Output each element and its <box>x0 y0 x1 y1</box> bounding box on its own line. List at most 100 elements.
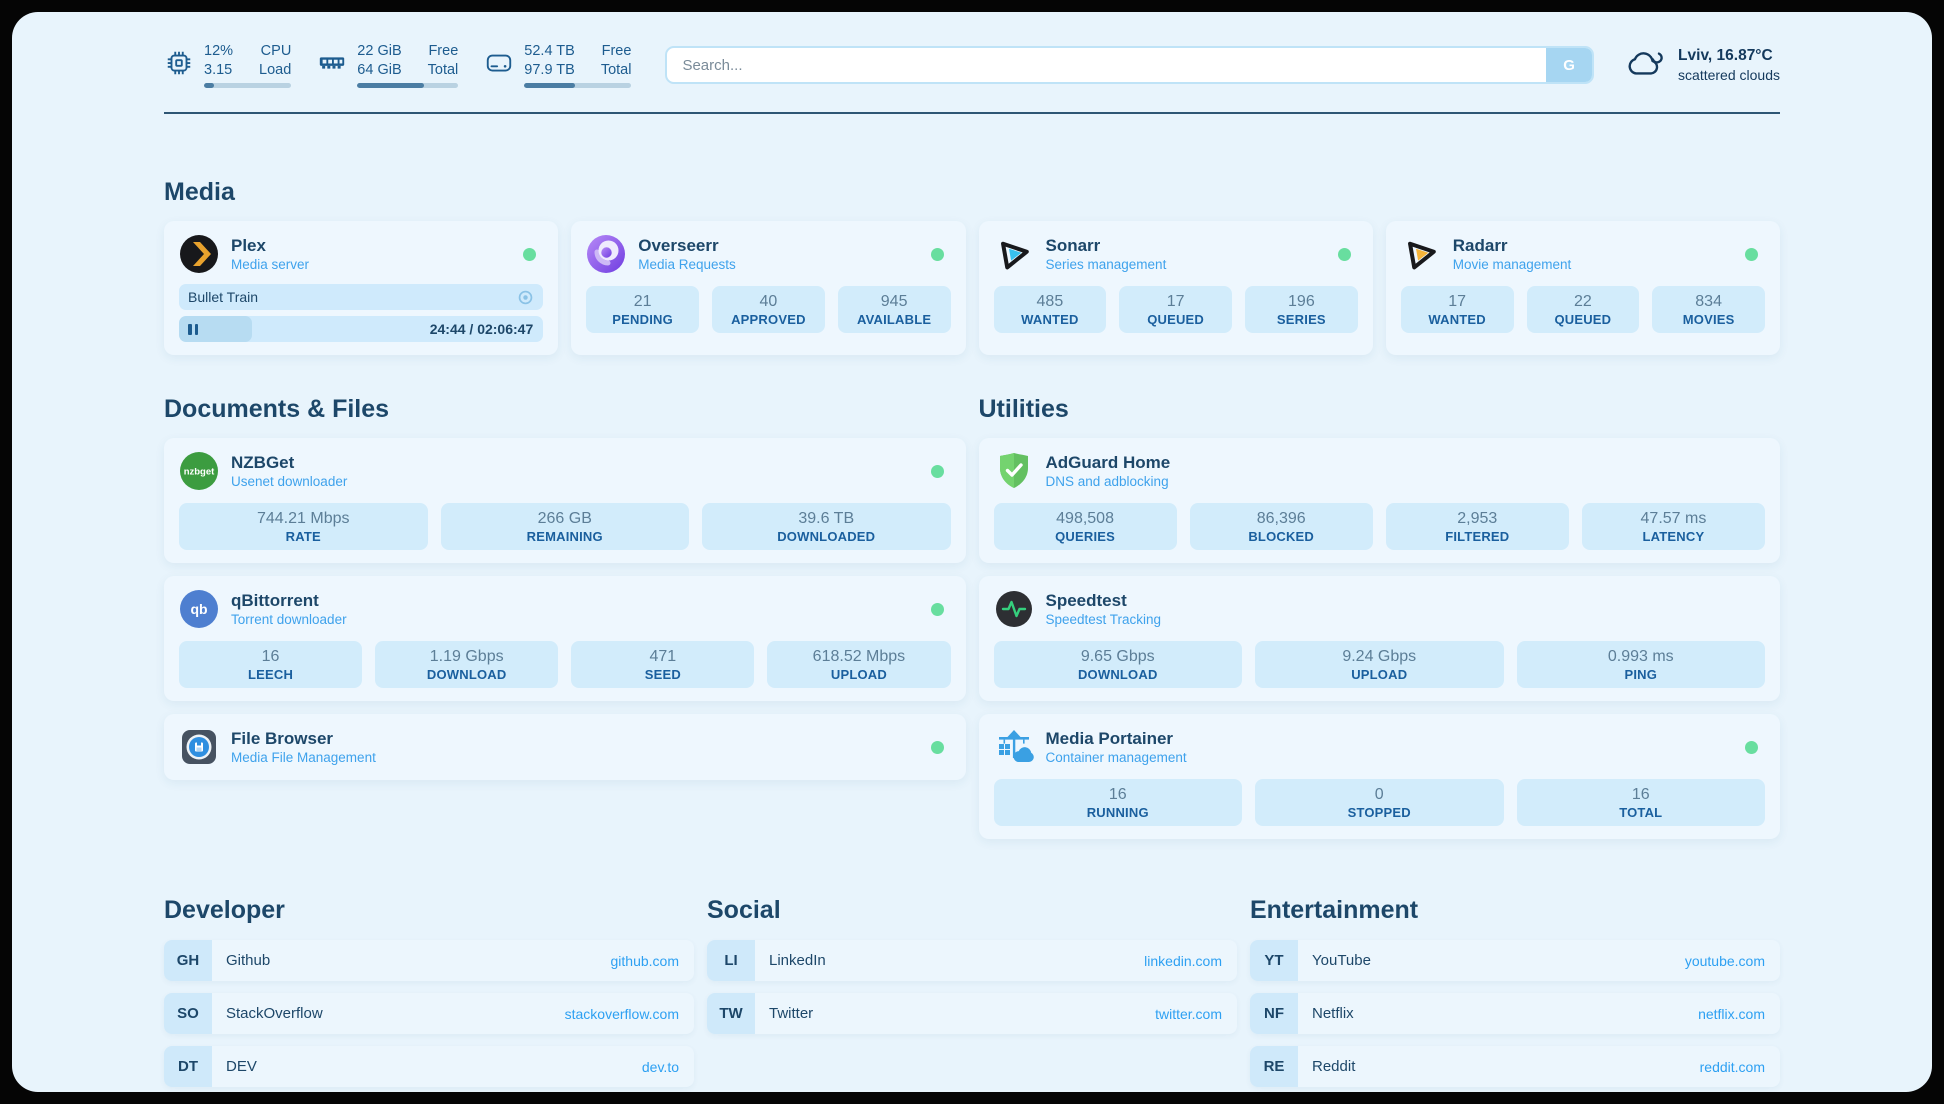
search-engine-button[interactable]: G <box>1546 48 1593 82</box>
filebrowser-icon <box>179 727 219 767</box>
radarr-card[interactable]: Radarr Movie management 17 WANTED 22 QUE… <box>1385 221 1780 355</box>
stat-tile: 16 TOTAL <box>1516 779 1765 826</box>
status-dot <box>523 247 537 261</box>
stat-tile: 498,508 QUERIES <box>993 503 1177 550</box>
header-divider <box>164 112 1780 114</box>
app-subtitle: Media File Management <box>231 750 376 765</box>
stat-tile: 266 GB REMAINING <box>440 503 689 550</box>
stat-tile: 47.57 ms LATENCY <box>1581 503 1765 550</box>
entertainment-section: Entertainment YT YouTube youtube.com NF … <box>1250 896 1780 1092</box>
status-dot <box>930 602 944 616</box>
status-dot <box>1745 740 1758 754</box>
speedtest-card[interactable]: Speedtest Speedtest Tracking 9.65 Gbps D… <box>978 576 1780 701</box>
link-name: Reddit <box>1312 1058 1356 1075</box>
link-abbr: DT <box>164 1046 212 1087</box>
sonarr-card[interactable]: Sonarr Series management 485 WANTED 17 Q… <box>978 221 1373 355</box>
link-name: Netflix <box>1312 1005 1354 1022</box>
social-section: Social LI LinkedIn linkedin.com TW Twitt… <box>707 896 1237 1046</box>
link-url: dev.to <box>641 1058 679 1075</box>
stat-tile: 485 WANTED <box>993 286 1107 333</box>
link-abbr: YT <box>1250 940 1298 981</box>
playback-time: 24:44 / 02:06:47 <box>429 321 534 337</box>
svg-text:nzbget: nzbget <box>184 467 215 478</box>
app-subtitle: Movie management <box>1452 257 1572 272</box>
stat-tile: 1.19 Gbps DOWNLOAD <box>375 641 559 688</box>
developer-heading: Developer <box>164 896 285 924</box>
disk-free: 52.4 TB <box>524 42 575 59</box>
utilities-section: Utilities AdGuard Home DNS and adblockin… <box>978 395 1780 852</box>
media-heading: Media <box>164 178 235 206</box>
weather-location-temp: Lviv, 16.87°C <box>1678 46 1773 64</box>
qbittorrent-card[interactable]: qb qBittorrent Torrent downloader 16 LEE… <box>164 576 966 701</box>
link-netflix[interactable]: NF Netflix netflix.com <box>1250 993 1780 1034</box>
qbittorrent-icon: qb <box>179 589 219 629</box>
link-linkedin[interactable]: LI LinkedIn linkedin.com <box>707 940 1237 981</box>
cpu-usage: 12% <box>204 42 234 59</box>
app-subtitle: Usenet downloader <box>231 474 348 489</box>
stat-tile: 17 WANTED <box>1400 286 1514 333</box>
stat-tile: 40 APPROVED <box>712 286 825 333</box>
cpu-label-2: Load <box>259 61 292 78</box>
entertainment-heading: Entertainment <box>1250 896 1419 924</box>
portainer-icon <box>994 727 1034 767</box>
link-url: github.com <box>610 952 679 969</box>
app-title: qBittorrent <box>231 591 319 610</box>
app-subtitle: Torrent downloader <box>231 612 347 627</box>
overseerr-card[interactable]: Overseerr Media Requests 21 PENDING 40 A… <box>571 221 966 355</box>
cpu-stat: 12% 3.15 CPU Load <box>164 42 292 89</box>
cpu-load-avg: 3.15 <box>204 61 233 78</box>
search-input[interactable] <box>665 46 1595 84</box>
cloud-icon <box>1624 47 1666 83</box>
ram-label-2: Total <box>427 61 459 78</box>
app-title: Media Portainer <box>1045 729 1174 748</box>
stat-tile: 945 AVAILABLE <box>837 286 951 333</box>
plex-card[interactable]: Plex Media server Bullet Train <box>164 221 559 355</box>
stat-tile: 9.65 Gbps DOWNLOAD <box>993 641 1242 688</box>
disk-progress-bar <box>524 83 632 89</box>
stat-tile: 17 QUEUED <box>1119 286 1232 333</box>
filebrowser-card[interactable]: File Browser Media File Management <box>164 714 966 780</box>
link-stackoverflow[interactable]: SO StackOverflow stackoverflow.com <box>164 993 694 1034</box>
system-stats: 12% 3.15 CPU Load <box>164 42 632 89</box>
link-youtube[interactable]: YT YouTube youtube.com <box>1250 940 1780 981</box>
stat-tile: 39.6 TB DOWNLOADED <box>702 503 951 550</box>
link-abbr: NF <box>1250 993 1298 1034</box>
ram-icon <box>317 48 347 83</box>
utilities-heading: Utilities <box>978 395 1069 423</box>
app-subtitle: Series management <box>1045 257 1167 272</box>
stat-tile: 22 QUEUED <box>1526 286 1640 333</box>
ram-label-1: Free <box>428 42 459 59</box>
link-url: youtube.com <box>1684 952 1765 969</box>
link-name: StackOverflow <box>226 1005 323 1022</box>
link-twitter[interactable]: TW Twitter twitter.com <box>707 993 1237 1034</box>
session-info-icon[interactable] <box>517 289 534 306</box>
stat-tile: 0.993 ms PING <box>1516 641 1765 688</box>
status-dot <box>1337 247 1351 261</box>
link-dev[interactable]: DT DEV dev.to <box>164 1046 694 1087</box>
pause-icon <box>188 323 198 335</box>
link-url: twitter.com <box>1155 1005 1222 1022</box>
documents-section: Documents & Files nzbget NZBGet Usenet d… <box>164 395 966 793</box>
link-url: linkedin.com <box>1144 952 1222 969</box>
status-dot <box>1745 247 1758 261</box>
disk-stat: 52.4 TB 97.9 TB Free Total <box>484 42 632 89</box>
playback-progress-bar[interactable]: 24:44 / 02:06:47 <box>179 316 544 342</box>
nzbget-icon: nzbget <box>179 451 219 491</box>
adguard-icon <box>994 451 1034 491</box>
dashboard-page: 12% 3.15 CPU Load <box>12 12 1932 1092</box>
stat-tile: 744.21 Mbps RATE <box>179 503 428 550</box>
weather-widget[interactable]: Lviv, 16.87°C scattered clouds <box>1624 46 1780 84</box>
nzbget-card[interactable]: nzbget NZBGet Usenet downloader 744.21 M… <box>164 438 966 563</box>
link-github[interactable]: GH Github github.com <box>164 940 694 981</box>
ram-free: 22 GiB <box>357 42 402 59</box>
portainer-card[interactable]: Media Portainer Container management 16 … <box>978 714 1780 839</box>
link-reddit[interactable]: RE Reddit reddit.com <box>1250 1046 1780 1087</box>
developer-section: Developer GH Github github.com SO StackO… <box>164 896 694 1092</box>
app-title: File Browser <box>231 729 334 748</box>
link-abbr: LI <box>707 940 755 981</box>
now-playing-row: Bullet Train <box>179 284 544 310</box>
stat-tile: 0 STOPPED <box>1255 779 1504 826</box>
adguard-card[interactable]: AdGuard Home DNS and adblocking 498,508 … <box>978 438 1780 563</box>
stat-tile: 9.24 Gbps UPLOAD <box>1255 641 1504 688</box>
stat-tile: 196 SERIES <box>1245 286 1358 333</box>
